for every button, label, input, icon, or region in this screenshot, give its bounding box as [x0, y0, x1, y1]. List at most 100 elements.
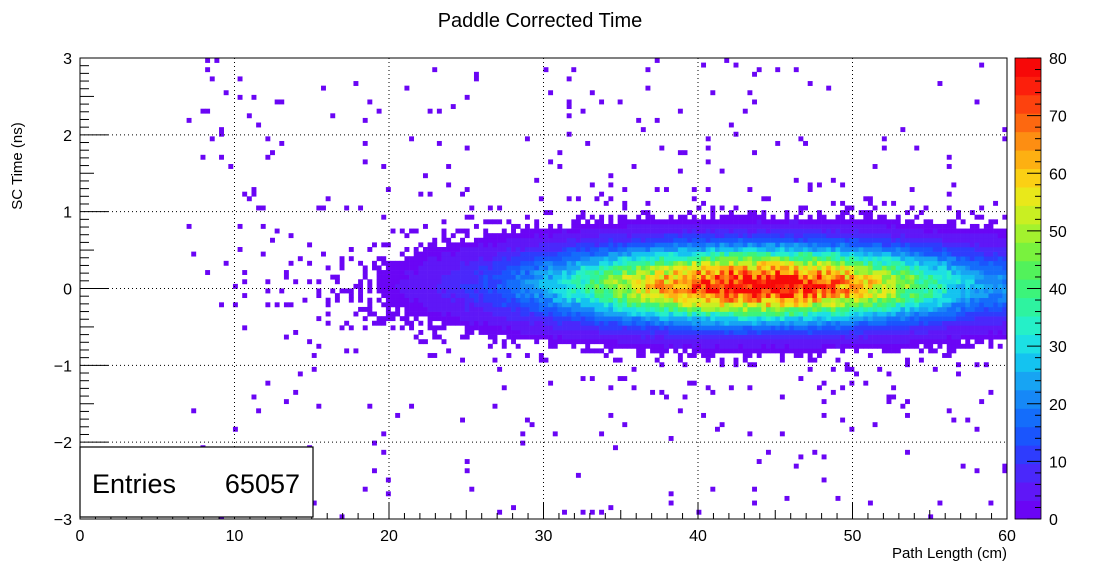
heatmap-bin [733, 302, 739, 308]
heatmap-bin [548, 293, 554, 299]
heatmap-bin [487, 311, 493, 317]
heatmap-bin [826, 265, 832, 271]
heatmap-bin [617, 329, 623, 335]
heatmap-bin [881, 233, 887, 239]
heatmap-bin [807, 316, 813, 322]
colorbar-swatch [1015, 150, 1041, 170]
heatmap-bin [650, 251, 656, 257]
heatmap-bin [599, 260, 605, 266]
heatmap-bin [993, 251, 999, 257]
heatmap-bin [534, 256, 540, 262]
heatmap-bin [951, 233, 957, 239]
heatmap-bin [636, 279, 642, 285]
heatmap-bin [404, 85, 410, 91]
heatmap-bin [608, 320, 614, 326]
heatmap-bin [645, 200, 651, 206]
heatmap-bin [487, 320, 493, 326]
heatmap-bin [450, 265, 456, 271]
heatmap-bin [877, 265, 883, 271]
heatmap-bin [436, 247, 442, 252]
heatmap-bin [687, 329, 693, 335]
heatmap-bin [650, 293, 656, 299]
heatmap-bin [673, 270, 679, 275]
heatmap-bin [784, 214, 790, 220]
heatmap-bin [385, 293, 391, 299]
heatmap-bin [270, 150, 275, 156]
heatmap-bin [956, 210, 961, 216]
heatmap-bin [580, 339, 586, 345]
heatmap-bin [705, 329, 711, 335]
heatmap-bin [626, 320, 632, 326]
heatmap-bin [575, 233, 581, 239]
heatmap-bin [715, 306, 720, 312]
heatmap-bin [427, 265, 433, 271]
heatmap-bin [705, 357, 711, 363]
heatmap-bin [807, 247, 813, 252]
heatmap-bin [747, 329, 753, 335]
heatmap-bin [867, 233, 873, 239]
heatmap-bin [742, 223, 748, 229]
heatmap-bin [622, 302, 628, 308]
heatmap-bin [650, 214, 656, 220]
heatmap-bin [914, 251, 920, 257]
heatmap-bin [622, 200, 628, 206]
heatmap-bin [798, 205, 804, 211]
heatmap-bin [617, 242, 623, 248]
heatmap-bin [691, 256, 697, 262]
heatmap-bin [677, 408, 683, 414]
heatmap-bin [812, 311, 818, 317]
heatmap-bin [571, 270, 577, 275]
heatmap-bin [631, 233, 637, 239]
heatmap-bin [362, 306, 368, 312]
heatmap-bin [937, 302, 943, 308]
heatmap-bin [622, 293, 628, 299]
heatmap-bin [673, 237, 679, 243]
heatmap-bin [603, 297, 609, 303]
heatmap-bin [835, 297, 841, 303]
heatmap-bin [946, 274, 952, 280]
y-tick-label: −2 [54, 435, 72, 452]
y-tick-label: 1 [63, 205, 72, 222]
heatmap-bin [664, 251, 669, 257]
heatmap-bin [506, 325, 512, 331]
heatmap-bin [432, 353, 438, 358]
heatmap-bin [659, 265, 665, 271]
heatmap-bin [858, 223, 864, 229]
heatmap-bin [580, 320, 586, 326]
heatmap-bins [186, 58, 1008, 520]
heatmap-bin [724, 256, 730, 262]
heatmap-bin [867, 500, 873, 506]
heatmap-bin [997, 311, 1003, 317]
heatmap-bin [937, 297, 943, 303]
heatmap-bin [905, 339, 910, 345]
heatmap-bin [807, 274, 813, 280]
heatmap-bin [779, 302, 785, 308]
heatmap-bin [571, 247, 577, 252]
heatmap-bin [821, 242, 827, 248]
heatmap-bin [770, 311, 776, 317]
heatmap-bin [816, 274, 822, 280]
heatmap-bin [983, 270, 989, 275]
heatmap-bin [775, 293, 781, 299]
heatmap-bin [983, 311, 989, 317]
heatmap-bin [673, 320, 679, 326]
heatmap-bin [603, 293, 609, 299]
heatmap-bin [460, 260, 465, 266]
heatmap-bin [483, 306, 489, 312]
heatmap-bin [816, 348, 822, 354]
heatmap-bin [562, 334, 567, 340]
heatmap-bin [840, 256, 846, 262]
heatmap-bin [881, 247, 887, 252]
heatmap-bin [534, 270, 540, 275]
heatmap-bin [594, 306, 600, 312]
heatmap-bin [816, 297, 822, 303]
heatmap-bin [742, 297, 748, 303]
heatmap-bin [747, 233, 753, 239]
heatmap-bin [724, 288, 730, 294]
heatmap-bin [724, 283, 730, 289]
heatmap-bin [752, 274, 757, 280]
heatmap-bin [511, 297, 516, 303]
heatmap-bin [993, 306, 999, 312]
heatmap-bin [830, 251, 836, 257]
heatmap-bin [886, 394, 892, 400]
